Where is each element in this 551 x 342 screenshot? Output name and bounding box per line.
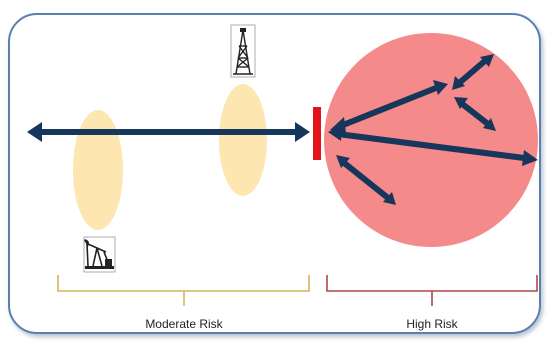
moderate-risk-label: Moderate Risk bbox=[145, 317, 223, 331]
arrow-long-right bbox=[337, 131, 525, 161]
arrow-to-upper bbox=[336, 85, 438, 130]
moderate-zone-left bbox=[73, 110, 123, 230]
high-risk-arrows bbox=[328, 54, 538, 205]
barrier-bar bbox=[313, 107, 321, 160]
arrow-mid-right bbox=[459, 100, 490, 127]
arrow-lower bbox=[341, 159, 390, 201]
arrow-to-upper-head-b bbox=[433, 80, 448, 95]
arrow-mid-right-head-b bbox=[483, 118, 496, 131]
pump-jack-icon bbox=[83, 236, 116, 273]
moderate-zone-right bbox=[219, 84, 267, 196]
arrow-upper-right-head-b bbox=[480, 54, 494, 67]
high-risk-zone bbox=[324, 33, 538, 247]
oil-derrick-icon bbox=[230, 24, 256, 78]
arrow-upper-right-head-a bbox=[452, 76, 465, 90]
arrow-long-right-head-b bbox=[522, 150, 538, 166]
migration-arrow-main bbox=[27, 122, 310, 142]
high-risk-bracket bbox=[326, 275, 538, 306]
moderate-risk-bracket bbox=[57, 275, 310, 306]
arrow-lower-head-b bbox=[383, 192, 396, 205]
arrow-lower-head-a bbox=[336, 155, 350, 168]
arrow-long-right-head-a bbox=[328, 125, 342, 141]
arrow-mid-right-head-a bbox=[454, 97, 468, 109]
high-risk-label: High Risk bbox=[406, 317, 458, 331]
arrow-upper-right bbox=[456, 57, 488, 87]
